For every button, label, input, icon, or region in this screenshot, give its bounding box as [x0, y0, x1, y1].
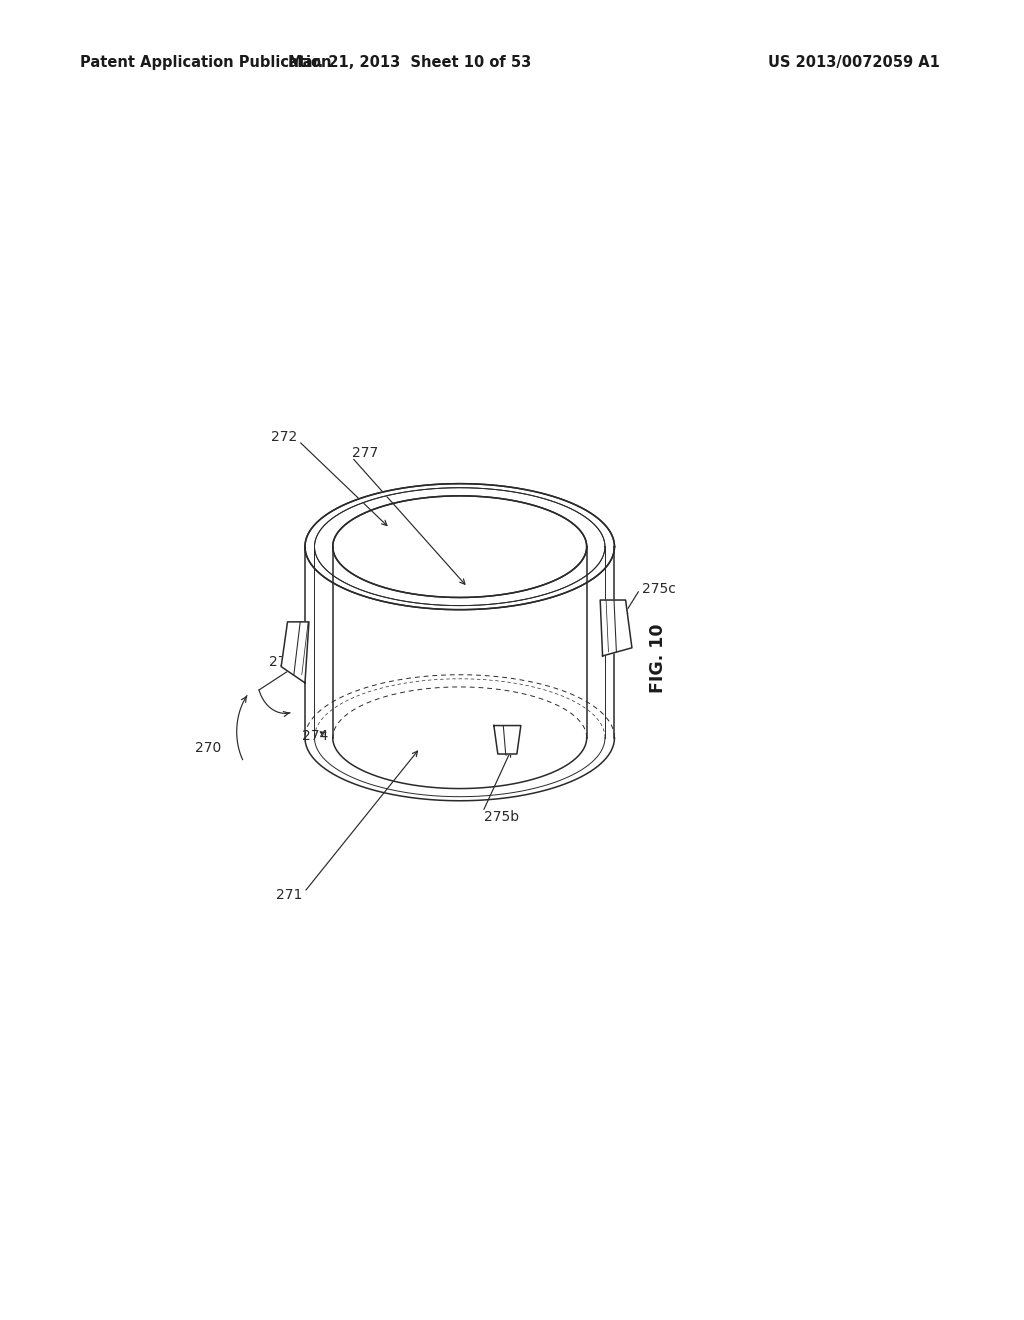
- Text: US 2013/0072059 A1: US 2013/0072059 A1: [768, 55, 940, 70]
- Text: 272: 272: [270, 430, 297, 444]
- Polygon shape: [305, 483, 614, 801]
- Polygon shape: [600, 601, 632, 656]
- Polygon shape: [494, 726, 521, 754]
- Text: Patent Application Publication: Patent Application Publication: [80, 55, 332, 70]
- Text: 271: 271: [276, 888, 303, 903]
- Text: Mar. 21, 2013  Sheet 10 of 53: Mar. 21, 2013 Sheet 10 of 53: [288, 55, 531, 70]
- Text: 275c: 275c: [642, 582, 676, 597]
- Text: FIG. 10: FIG. 10: [649, 624, 667, 693]
- Polygon shape: [282, 622, 309, 682]
- Polygon shape: [305, 483, 614, 610]
- Text: 275a: 275a: [269, 655, 304, 668]
- Text: 274: 274: [302, 729, 328, 743]
- Text: 275b: 275b: [483, 810, 519, 824]
- Text: 270: 270: [196, 741, 221, 755]
- Text: 277: 277: [352, 446, 378, 461]
